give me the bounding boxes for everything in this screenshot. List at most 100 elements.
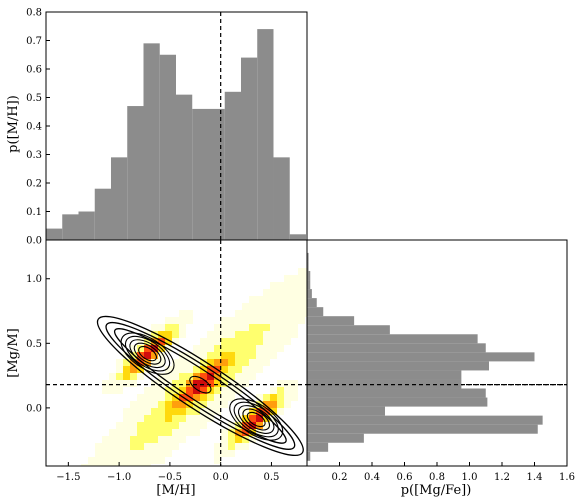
- mgfe-bar: [307, 424, 538, 434]
- heatmap-cell: [305, 268, 307, 275]
- heatmap-cell: [144, 443, 151, 450]
- heatmap-cell: [116, 457, 123, 464]
- heatmap-cell: [200, 401, 207, 408]
- heatmap-cell: [235, 387, 242, 394]
- heatmap-cell: [179, 331, 186, 338]
- heatmap-cell: [277, 394, 284, 401]
- heatmap-cell: [221, 443, 228, 450]
- heatmap-cell: [109, 429, 116, 436]
- heatmap-cell: [193, 394, 200, 401]
- heatmap-cell: [284, 303, 291, 310]
- mgfe-bar: [307, 289, 312, 299]
- heatmap-cell: [277, 282, 284, 289]
- heatmap-cell: [242, 436, 249, 443]
- heatmap-cell: [221, 352, 228, 359]
- heatmap-cell: [263, 401, 270, 408]
- mh-bar: [46, 228, 63, 240]
- heatmap-cell: [270, 282, 277, 289]
- heatmap-cell: [249, 436, 256, 443]
- heatmap-cell: [228, 429, 235, 436]
- heatmap-cell: [207, 373, 214, 380]
- mh-ylabel: p([M/H]): [6, 95, 21, 153]
- mh-histogram-panel: 0.0 0.1 0.2 0.3 0.4 0.5 0.6 0.7 0.8 p([M/H]): [6, 8, 308, 247]
- heatmap-cell: [116, 359, 123, 366]
- heatmap-cell: [102, 464, 109, 466]
- heatmap-cell: [137, 345, 144, 352]
- heatmap-cell: [235, 373, 242, 380]
- heatmap-cell: [144, 450, 151, 457]
- heatmap-cell: [165, 422, 172, 429]
- heatmap-cell: [165, 317, 172, 324]
- heatmap-cell: [214, 359, 221, 366]
- heatmap-cell: [256, 303, 263, 310]
- mh-ytick-label: 0.1: [26, 207, 42, 218]
- heatmap-cell: [172, 429, 179, 436]
- heatmap-cell: [179, 310, 186, 317]
- heatmap-cell: [277, 345, 284, 352]
- mgfe-bar: [307, 415, 543, 425]
- heatmap-cell: [277, 303, 284, 310]
- heatmap-cell: [137, 394, 144, 401]
- heatmap-cell: [270, 324, 277, 331]
- heatmap-cell: [249, 408, 256, 415]
- heatmap-cell: [137, 457, 144, 464]
- heatmap-cell: [123, 464, 130, 466]
- mh-ytick-label: 0.8: [26, 8, 42, 19]
- heatmap-cell: [158, 359, 165, 366]
- heatmap-cell: [151, 380, 158, 387]
- heatmap-cell: [214, 352, 221, 359]
- heatmap-cell: [179, 359, 186, 366]
- heatmap-cell: [130, 457, 137, 464]
- mh-bar: [257, 29, 274, 240]
- heatmap-cell: [186, 415, 193, 422]
- heatmap-cell: [200, 394, 207, 401]
- heatmap-cell: [179, 317, 186, 324]
- joint-density-panel: −1.5 −1.0 −0.5 0.0 0.5 0.0 0.5 1.0 [M/H] [Mg/M…: [6, 239, 567, 498]
- heatmap-cell: [235, 429, 242, 436]
- heatmap-cell: [179, 373, 186, 380]
- heatmap-cell: [270, 317, 277, 324]
- heatmap-cell: [291, 387, 298, 394]
- heatmap-cell: [186, 387, 193, 394]
- heatmap-cell: [158, 331, 165, 338]
- heatmap-cell: [151, 324, 158, 331]
- heatmap-cell: [102, 457, 109, 464]
- heatmap-cell: [221, 331, 228, 338]
- heatmap-cell: [123, 359, 130, 366]
- mh-ytick-label: 0.6: [26, 65, 42, 76]
- heatmap-cell: [109, 387, 116, 394]
- main-ytick-label: 0.5: [26, 339, 42, 350]
- heatmap-cell: [270, 394, 277, 401]
- heatmap-cell: [137, 366, 144, 373]
- mgfe-bar: [307, 280, 311, 290]
- heatmap-cell: [151, 387, 158, 394]
- heatmap-cell: [235, 359, 242, 366]
- main-ytick-label: 0.0: [26, 403, 42, 414]
- heatmap-cell: [270, 331, 277, 338]
- heatmap-cell: [165, 436, 172, 443]
- heatmap-cell: [172, 373, 179, 380]
- mgfe-bar: [307, 316, 355, 326]
- main-xtick-label: −0.5: [158, 472, 182, 483]
- heatmap-cell: [228, 394, 235, 401]
- mh-bar: [175, 94, 193, 241]
- heatmap-cell: [172, 366, 179, 373]
- heatmap-cell: [242, 317, 249, 324]
- heatmap-cell: [172, 436, 179, 443]
- heatmap-cell: [130, 443, 137, 450]
- heatmap-cell: [158, 352, 165, 359]
- heatmap-cell: [144, 345, 151, 352]
- heatmap-cell: [165, 429, 172, 436]
- heatmap-cell: [109, 450, 116, 457]
- heatmap-cell: [158, 415, 165, 422]
- heatmap-cell: [284, 310, 291, 317]
- heatmap-cell: [193, 429, 200, 436]
- density-heatmap: [81, 268, 307, 466]
- heatmap-cell: [193, 366, 200, 373]
- heatmap-cell: [221, 373, 228, 380]
- heatmap-cell: [165, 366, 172, 373]
- heatmap-cell: [221, 324, 228, 331]
- heatmap-cell: [186, 366, 193, 373]
- heatmap-cell: [151, 352, 158, 359]
- mgfe-xtick-label: 0.2: [332, 472, 348, 483]
